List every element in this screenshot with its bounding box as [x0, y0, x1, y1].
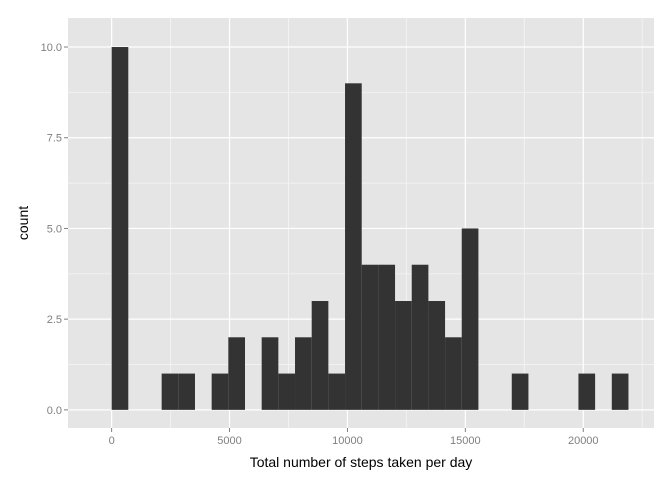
y-tick-label: 10.0 — [41, 42, 62, 54]
histogram-bar — [228, 337, 246, 410]
histogram-bar — [445, 337, 462, 410]
histogram-bar — [378, 264, 396, 410]
histogram-bar — [295, 337, 312, 410]
histogram-bar — [395, 301, 412, 410]
histogram-bar — [311, 301, 329, 410]
x-axis-title: Total number of steps taken per day — [250, 454, 473, 470]
x-axis-ticks: 0 5000 10000 15000 20000 — [109, 428, 599, 447]
y-tick-label: 0.0 — [47, 405, 62, 417]
x-tick-label: 15000 — [450, 435, 481, 447]
histogram-bar — [511, 373, 529, 410]
histogram-bar — [345, 83, 362, 410]
y-tick-label: 5.0 — [47, 223, 62, 235]
histogram-bar — [111, 47, 129, 410]
histogram-bar — [261, 337, 279, 410]
y-axis-title: count — [15, 206, 31, 240]
histogram-bars — [111, 47, 629, 410]
x-tick-label: 20000 — [568, 435, 599, 447]
histogram-bar — [161, 373, 179, 410]
histogram-bar — [178, 373, 195, 410]
y-tick-label: 7.5 — [47, 133, 62, 145]
histogram-bar — [411, 264, 429, 410]
histogram-bar — [328, 373, 346, 410]
histogram-bar — [278, 373, 296, 410]
x-tick-label: 0 — [109, 435, 115, 447]
x-tick-label: 5000 — [217, 435, 241, 447]
histogram-bar — [428, 301, 446, 410]
y-tick-label: 2.5 — [47, 314, 62, 326]
y-axis-ticks: 0.0 2.5 5.0 7.5 10.0 — [41, 42, 68, 417]
histogram-bar — [611, 373, 629, 410]
histogram-bar — [461, 228, 479, 410]
histogram-bar — [578, 373, 596, 410]
x-tick-label: 10000 — [332, 435, 363, 447]
histogram-bar — [211, 373, 229, 410]
histogram-bar — [361, 264, 379, 410]
